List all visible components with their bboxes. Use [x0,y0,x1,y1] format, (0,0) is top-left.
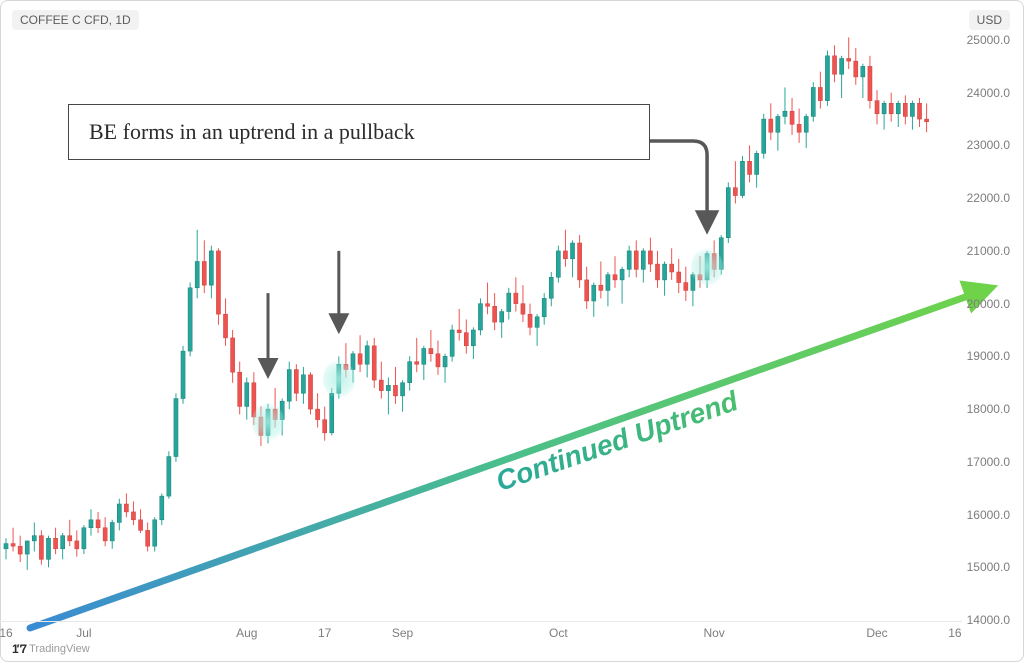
y-tick-label: 21000.0 [967,244,1010,258]
x-tick-label: Oct [549,626,568,640]
y-tick-label: 17000.0 [967,455,1010,469]
x-tick-label: Aug [236,626,257,640]
annotation-text: BE forms in an uptrend in a pullback [89,119,415,144]
pattern-highlight [691,247,723,287]
x-tick-label: Jul [76,626,91,640]
x-tick-label: 16 [948,626,961,640]
logo-text: TradingView [29,643,90,655]
uptrend-label: Continued Uptrend [492,385,743,497]
y-tick-label: 25000.0 [967,33,1010,47]
y-tick-label: 16000.0 [967,508,1010,522]
y-tick-label: 19000.0 [967,349,1010,363]
y-tick-label: 15000.0 [967,560,1010,574]
tradingview-logo[interactable]: 1″7 TradingView [12,642,90,656]
x-tick-label: 16 [0,626,13,640]
annotation-callout-box: BE forms in an uptrend in a pullback [68,104,650,160]
y-tick-label: 22000.0 [967,191,1010,205]
y-tick-label: 24000.0 [967,86,1010,100]
x-tick-label: Sep [392,626,413,640]
x-tick-label: Dec [866,626,887,640]
pattern-highlight [252,402,284,442]
x-tick-label: Nov [703,626,724,640]
candlestick-plot[interactable]: Continued Uptrend [0,0,1024,662]
chart-container: COFFEE C CFD, 1D USD Continued Uptrend B… [0,0,1024,662]
y-tick-label: 20000.0 [967,297,1010,311]
y-tick-label: 23000.0 [967,138,1010,152]
x-tick-label: 17 [318,626,331,640]
uptrend-arrow [30,290,985,628]
pattern-highlight [323,359,355,399]
y-tick-label: 14000.0 [967,613,1010,627]
y-tick-label: 18000.0 [967,402,1010,416]
logo-mark-icon: 1″7 [12,642,25,656]
